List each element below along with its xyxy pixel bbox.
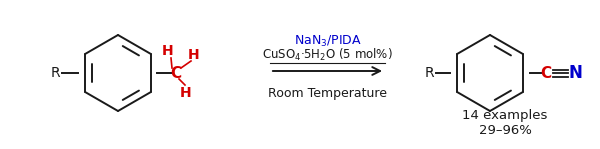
Text: C: C [170, 66, 182, 80]
Text: 29–96%: 29–96% [479, 125, 532, 138]
Text: H: H [188, 48, 200, 62]
Text: H: H [162, 44, 174, 58]
Text: Room Temperature: Room Temperature [268, 87, 387, 100]
Text: H: H [180, 86, 192, 100]
Text: N: N [568, 64, 582, 82]
Text: R: R [50, 66, 60, 80]
Text: CuSO$_4$·5H$_2$O (5 mol%): CuSO$_4$·5H$_2$O (5 mol%) [262, 47, 393, 63]
Text: R: R [424, 66, 434, 80]
Text: C: C [541, 66, 551, 80]
Text: 14 examples: 14 examples [463, 108, 548, 121]
Text: NaN$_3$/PIDA: NaN$_3$/PIDA [293, 33, 361, 49]
